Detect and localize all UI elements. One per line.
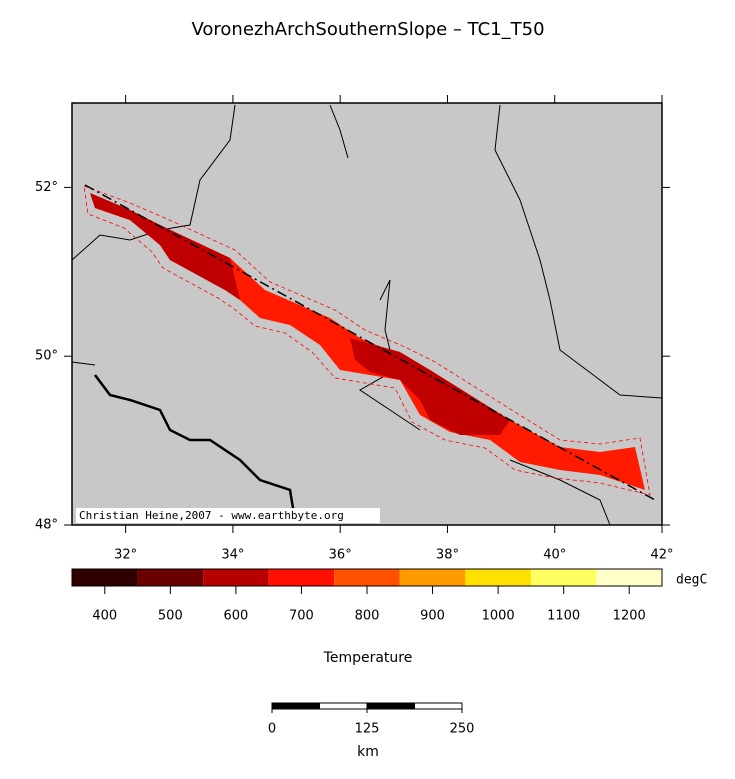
colorbar-tick-label: 1000 [482,609,515,624]
colorbar-bin [596,569,662,586]
x-tick-label: 42° [650,548,673,563]
scalebar-tick-label: 125 [355,722,380,737]
colorbar-tick-label: 400 [92,609,117,624]
scalebar-tick-label: 250 [450,722,475,737]
colorbar-tick-label: 900 [420,609,445,624]
credit-box [76,508,380,523]
anomaly-core [350,338,510,435]
colorbar-tick-label: 600 [223,609,248,624]
y-tick-label: 50° [35,349,58,364]
colorbar-bin [268,569,335,586]
anomaly-core [90,193,240,300]
title: VoronezhArchSouthernSlope – TC1_T50 [191,19,544,40]
colorbar-tick-label: 800 [355,609,380,624]
colorbar-bin [530,569,597,586]
profile-line [84,184,656,501]
colorbar-tick-label: 1200 [613,609,646,624]
x-tick-label: 36° [329,548,352,563]
credit: Christian Heine,2007 - www.earthbyte.org [79,509,344,522]
river [94,374,297,521]
colorbar-bin [137,569,204,586]
colorbar-bin [399,569,466,586]
x-tick-label: 38° [436,548,459,563]
colorbar-bin [203,569,269,586]
scalebar-unit: km [357,744,379,760]
colorbar-bin [72,569,138,586]
colorbar-label: Temperature [323,650,413,666]
colorbar-tick-label: 1100 [547,609,580,624]
x-tick-label: 32° [114,548,137,563]
map: Christian Heine,2007 - www.earthbyte.org [71,102,663,526]
scalebar-tick-label: 0 [268,722,276,737]
y-tick-label: 52° [35,180,58,195]
colorbar-bin [334,569,400,586]
colorbar-unit: degC [676,573,707,588]
colorbar-bin [465,569,531,586]
y-tick-label: 48° [35,518,58,533]
colorbar-tick-label: 500 [158,609,183,624]
anomaly-outline [83,185,651,496]
x-tick-label: 34° [221,548,244,563]
x-tick-label: 40° [543,548,566,563]
colorbar-tick-label: 700 [289,609,314,624]
